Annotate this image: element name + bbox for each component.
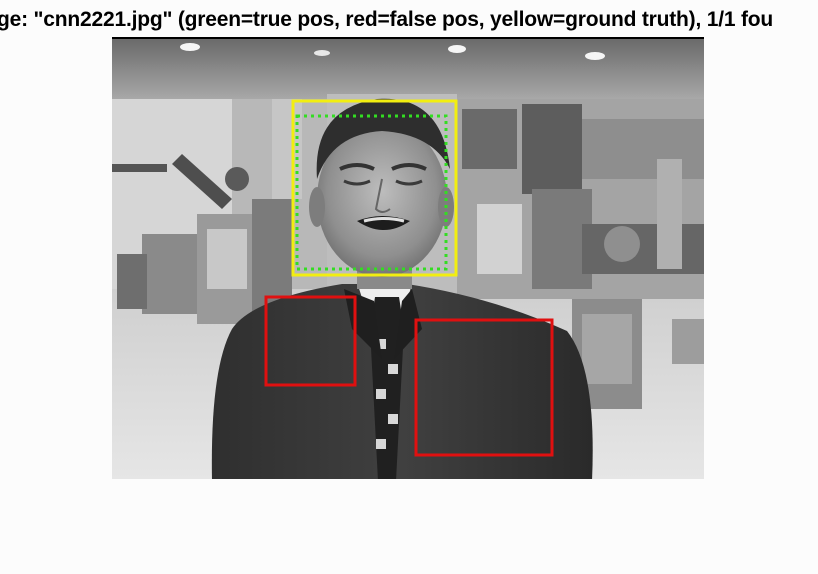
image-axes: [112, 37, 704, 479]
figure-title: ge: "cnn2221.jpg" (green=true pos, red=f…: [0, 8, 774, 31]
false-positive-box-2: [414, 318, 554, 457]
photo: [112, 39, 704, 479]
ground-truth-box: [291, 99, 458, 277]
true-positive-box: [295, 114, 448, 271]
false-positive-box-1: [264, 295, 357, 387]
